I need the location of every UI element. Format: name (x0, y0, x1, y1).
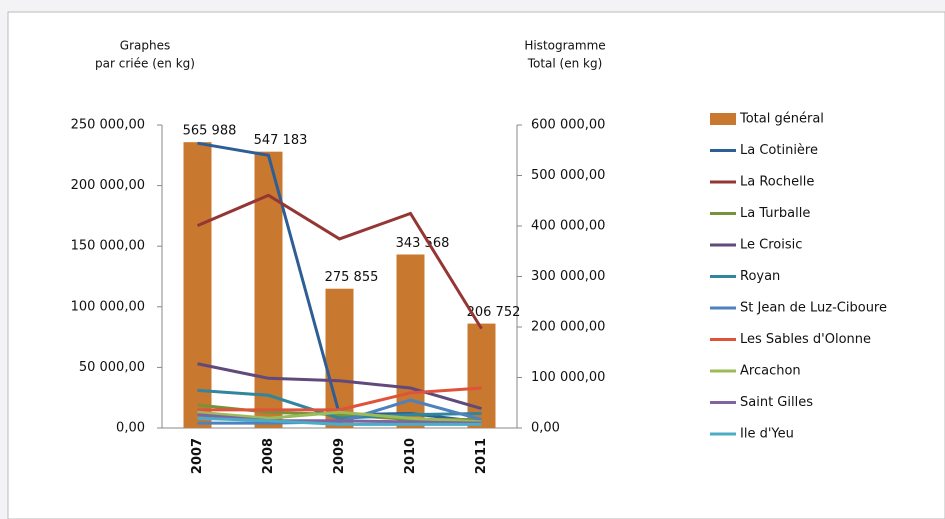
legend-label: Ile d'Yeu (740, 427, 794, 442)
value-label: 565 988 (183, 124, 237, 139)
x-tick-label: 2008 (261, 438, 276, 474)
chart-area (7, 11, 945, 519)
legend-label: Total général (739, 112, 824, 127)
legend-label: La Rochelle (740, 175, 814, 190)
y2-axis-label: Histogramme (524, 39, 605, 53)
y-axis-label: par criée (en kg) (95, 57, 195, 71)
legend-label: St Jean de Luz-Ciboure (740, 301, 887, 316)
y2-tick-label: 100 000,00 (531, 370, 605, 385)
legend-swatch (710, 113, 736, 125)
y-tick-label: 0,00 (116, 421, 145, 436)
y-tick-label: 250 000,00 (71, 118, 145, 133)
y-tick-label: 100 000,00 (71, 299, 145, 314)
y2-axis-label: Total (en kg) (527, 57, 603, 71)
bar (467, 323, 496, 428)
legend-label: Le Croisic (740, 238, 802, 253)
legend-label: La Cotinière (740, 143, 818, 158)
y-tick-label: 50 000,00 (79, 360, 145, 375)
y-axis-label: Graphes (120, 39, 170, 53)
x-tick-label: 2007 (190, 438, 205, 474)
line-series (197, 416, 482, 426)
value-label: 343 568 (396, 236, 450, 251)
y2-tick-label: 0,00 (531, 421, 560, 436)
line-series (196, 193, 483, 330)
legend-label: Arcachon (740, 364, 801, 379)
legend-label: Les Sables d'Olonne (740, 332, 871, 347)
legend-label: Royan (740, 269, 780, 284)
y2-tick-label: 600 000,00 (531, 118, 605, 133)
value-label: 275 855 (325, 270, 379, 285)
value-label: 547 183 (254, 133, 308, 148)
y-tick-label: 150 000,00 (71, 239, 145, 254)
legend-label: La Turballe (740, 206, 810, 221)
line-series (197, 386, 482, 412)
x-tick-label: 2011 (474, 438, 489, 474)
line-series (197, 410, 482, 424)
y2-tick-label: 500 000,00 (531, 168, 605, 183)
y2-tick-label: 200 000,00 (531, 320, 605, 335)
bar (325, 288, 354, 428)
line-series (197, 388, 482, 420)
y2-tick-label: 400 000,00 (531, 219, 605, 234)
legend-label: Saint Gilles (740, 395, 813, 410)
y-tick-label: 200 000,00 (71, 178, 145, 193)
line-series (197, 362, 482, 411)
x-tick-label: 2009 (332, 438, 347, 474)
bar (183, 142, 212, 428)
x-tick-label: 2010 (403, 438, 418, 474)
value-label: 206 752 (467, 305, 521, 320)
y2-tick-label: 300 000,00 (531, 269, 605, 284)
